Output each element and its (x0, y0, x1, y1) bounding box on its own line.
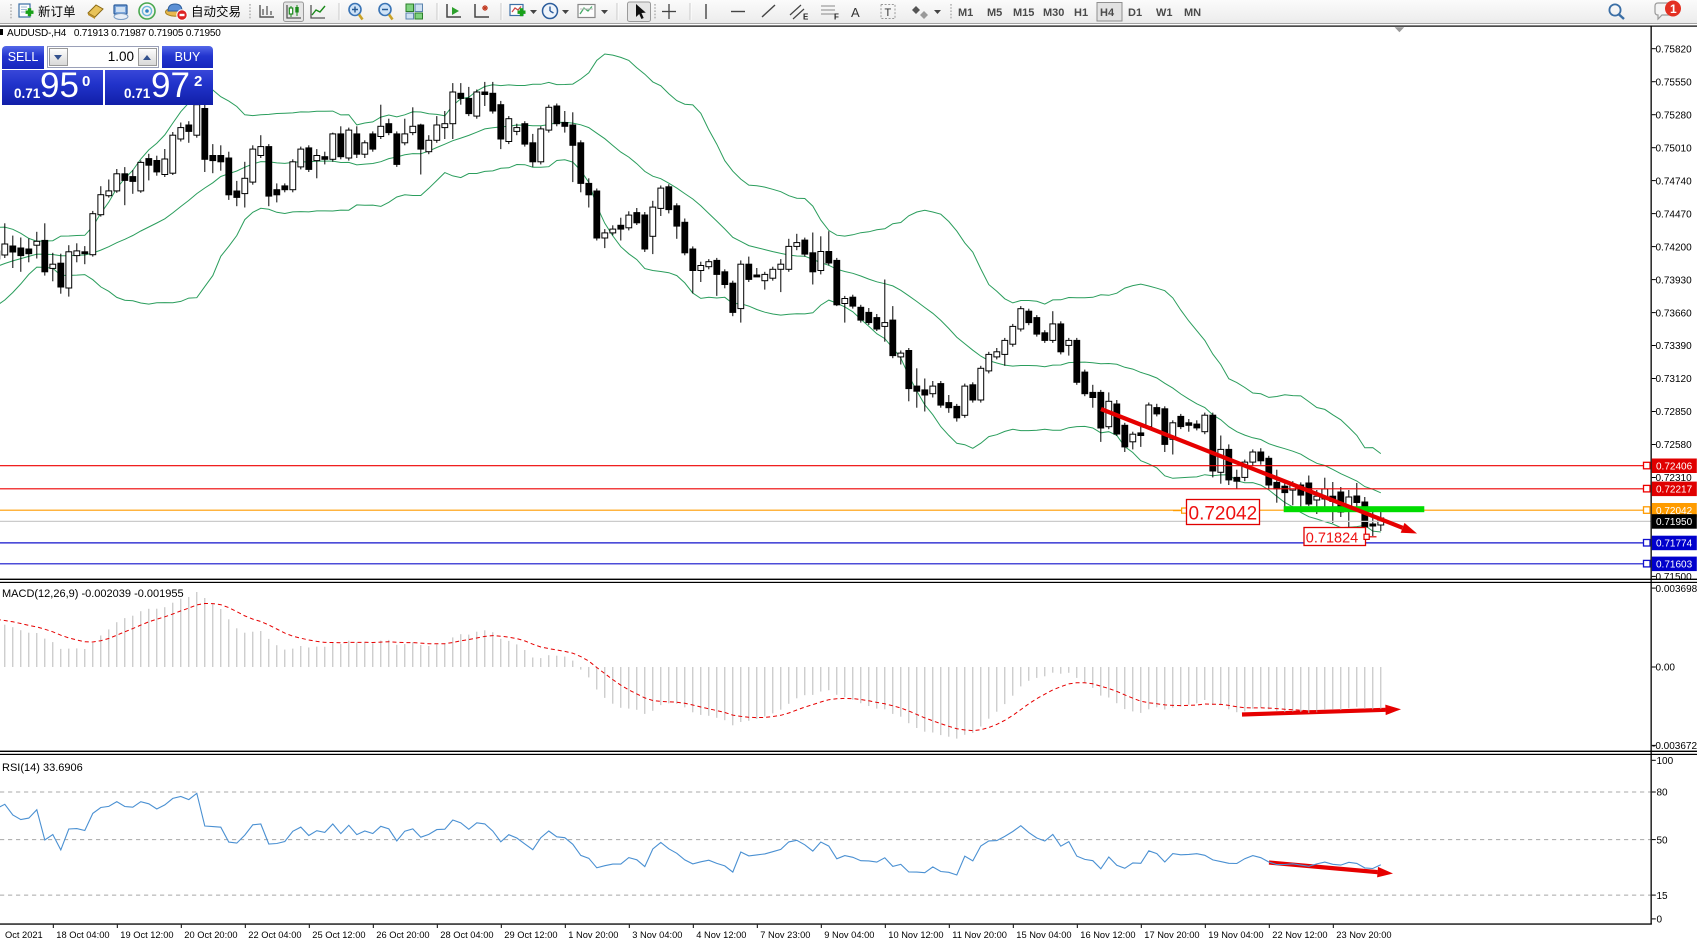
svg-text:29 Oct 12:00: 29 Oct 12:00 (504, 930, 557, 940)
svg-text:0.71500: 0.71500 (1656, 572, 1693, 583)
svg-text:1 Nov 20:00: 1 Nov 20:00 (568, 930, 618, 940)
svg-text:11 Nov 20:00: 11 Nov 20:00 (952, 930, 1007, 940)
svg-text:50: 50 (1657, 835, 1669, 846)
svg-text:0.72580: 0.72580 (1656, 440, 1693, 451)
svg-text:E: E (803, 13, 809, 22)
svg-text:10 Nov 12:00: 10 Nov 12:00 (888, 930, 943, 940)
svg-text:MACD(12,26,9) -0.002039 -0.001: MACD(12,26,9) -0.002039 -0.001955 (2, 588, 184, 600)
svg-text:22 Oct 04:00: 22 Oct 04:00 (248, 930, 301, 940)
svg-text:M5: M5 (987, 7, 1002, 19)
svg-text:0.75550: 0.75550 (1656, 77, 1693, 88)
svg-text:3 Nov 04:00: 3 Nov 04:00 (632, 930, 682, 940)
svg-text:MN: MN (1184, 7, 1201, 19)
svg-text:23 Nov 20:00: 23 Nov 20:00 (1336, 930, 1391, 940)
svg-text:9 Nov 04:00: 9 Nov 04:00 (824, 930, 874, 940)
svg-text:0.71774: 0.71774 (1656, 539, 1693, 550)
svg-text:Oct 2021: Oct 2021 (5, 930, 43, 940)
svg-text:0: 0 (1657, 915, 1663, 926)
svg-text:0.71824: 0.71824 (1306, 530, 1358, 546)
svg-text:A: A (851, 5, 860, 20)
svg-text:0.74200: 0.74200 (1656, 242, 1693, 253)
svg-text:0.72310: 0.72310 (1656, 473, 1693, 484)
svg-text:20 Oct 20:00: 20 Oct 20:00 (184, 930, 237, 940)
svg-text:80: 80 (1657, 788, 1669, 799)
svg-text:0.75280: 0.75280 (1656, 110, 1693, 121)
svg-text:15 Nov 04:00: 15 Nov 04:00 (1016, 930, 1071, 940)
svg-text:0.72406: 0.72406 (1656, 461, 1693, 472)
svg-text:25 Oct 12:00: 25 Oct 12:00 (312, 930, 365, 940)
svg-text:0.72217: 0.72217 (1656, 484, 1693, 495)
svg-text:7 Nov 23:00: 7 Nov 23:00 (760, 930, 810, 940)
svg-text:0.72042: 0.72042 (1189, 504, 1258, 525)
svg-text:RSI(14) 33.6906: RSI(14) 33.6906 (2, 762, 83, 774)
svg-text:自动交易: 自动交易 (191, 4, 241, 19)
svg-text:0.00: 0.00 (1656, 663, 1676, 674)
svg-text:100: 100 (1657, 756, 1674, 767)
svg-text:0.73390: 0.73390 (1656, 341, 1693, 352)
svg-text:M15: M15 (1013, 7, 1034, 19)
svg-text:0.73660: 0.73660 (1656, 308, 1693, 319)
svg-text:0.73120: 0.73120 (1656, 374, 1693, 385)
svg-text:0.75010: 0.75010 (1656, 143, 1693, 154)
svg-text:17 Nov 20:00: 17 Nov 20:00 (1144, 930, 1199, 940)
svg-text:28 Oct 04:00: 28 Oct 04:00 (440, 930, 493, 940)
svg-text:0.71950: 0.71950 (1656, 517, 1693, 528)
svg-text:19 Nov 04:00: 19 Nov 04:00 (1208, 930, 1263, 940)
svg-text:19 Oct 12:00: 19 Oct 12:00 (120, 930, 173, 940)
svg-text:22 Nov 12:00: 22 Nov 12:00 (1272, 930, 1327, 940)
svg-text:T: T (885, 7, 892, 19)
svg-text:F: F (834, 13, 839, 22)
svg-text:0.71603: 0.71603 (1656, 559, 1693, 570)
svg-text:0.74470: 0.74470 (1656, 209, 1693, 220)
svg-text:0.73930: 0.73930 (1656, 275, 1693, 286)
svg-text:18 Oct 04:00: 18 Oct 04:00 (56, 930, 109, 940)
svg-text:M1: M1 (958, 7, 973, 19)
svg-text:1: 1 (1670, 2, 1677, 16)
svg-text:H1: H1 (1074, 7, 1088, 19)
svg-text:26 Oct 20:00: 26 Oct 20:00 (376, 930, 429, 940)
svg-text:15: 15 (1657, 891, 1669, 902)
svg-text:0.75820: 0.75820 (1656, 44, 1693, 55)
svg-text:M30: M30 (1043, 7, 1064, 19)
svg-text:0.74740: 0.74740 (1656, 176, 1693, 187)
svg-text:W1: W1 (1156, 7, 1173, 19)
svg-text:4 Nov 12:00: 4 Nov 12:00 (696, 930, 746, 940)
svg-text:0.72850: 0.72850 (1656, 407, 1693, 418)
svg-text:新订单: 新订单 (38, 4, 76, 19)
svg-text:D1: D1 (1128, 7, 1142, 19)
svg-text:0.003698: 0.003698 (1656, 584, 1697, 595)
svg-text:0.72042: 0.72042 (1656, 506, 1693, 517)
svg-text:-0.003672: -0.003672 (1652, 741, 1697, 752)
svg-text:H4: H4 (1100, 7, 1115, 19)
svg-text:16 Nov 12:00: 16 Nov 12:00 (1080, 930, 1135, 940)
